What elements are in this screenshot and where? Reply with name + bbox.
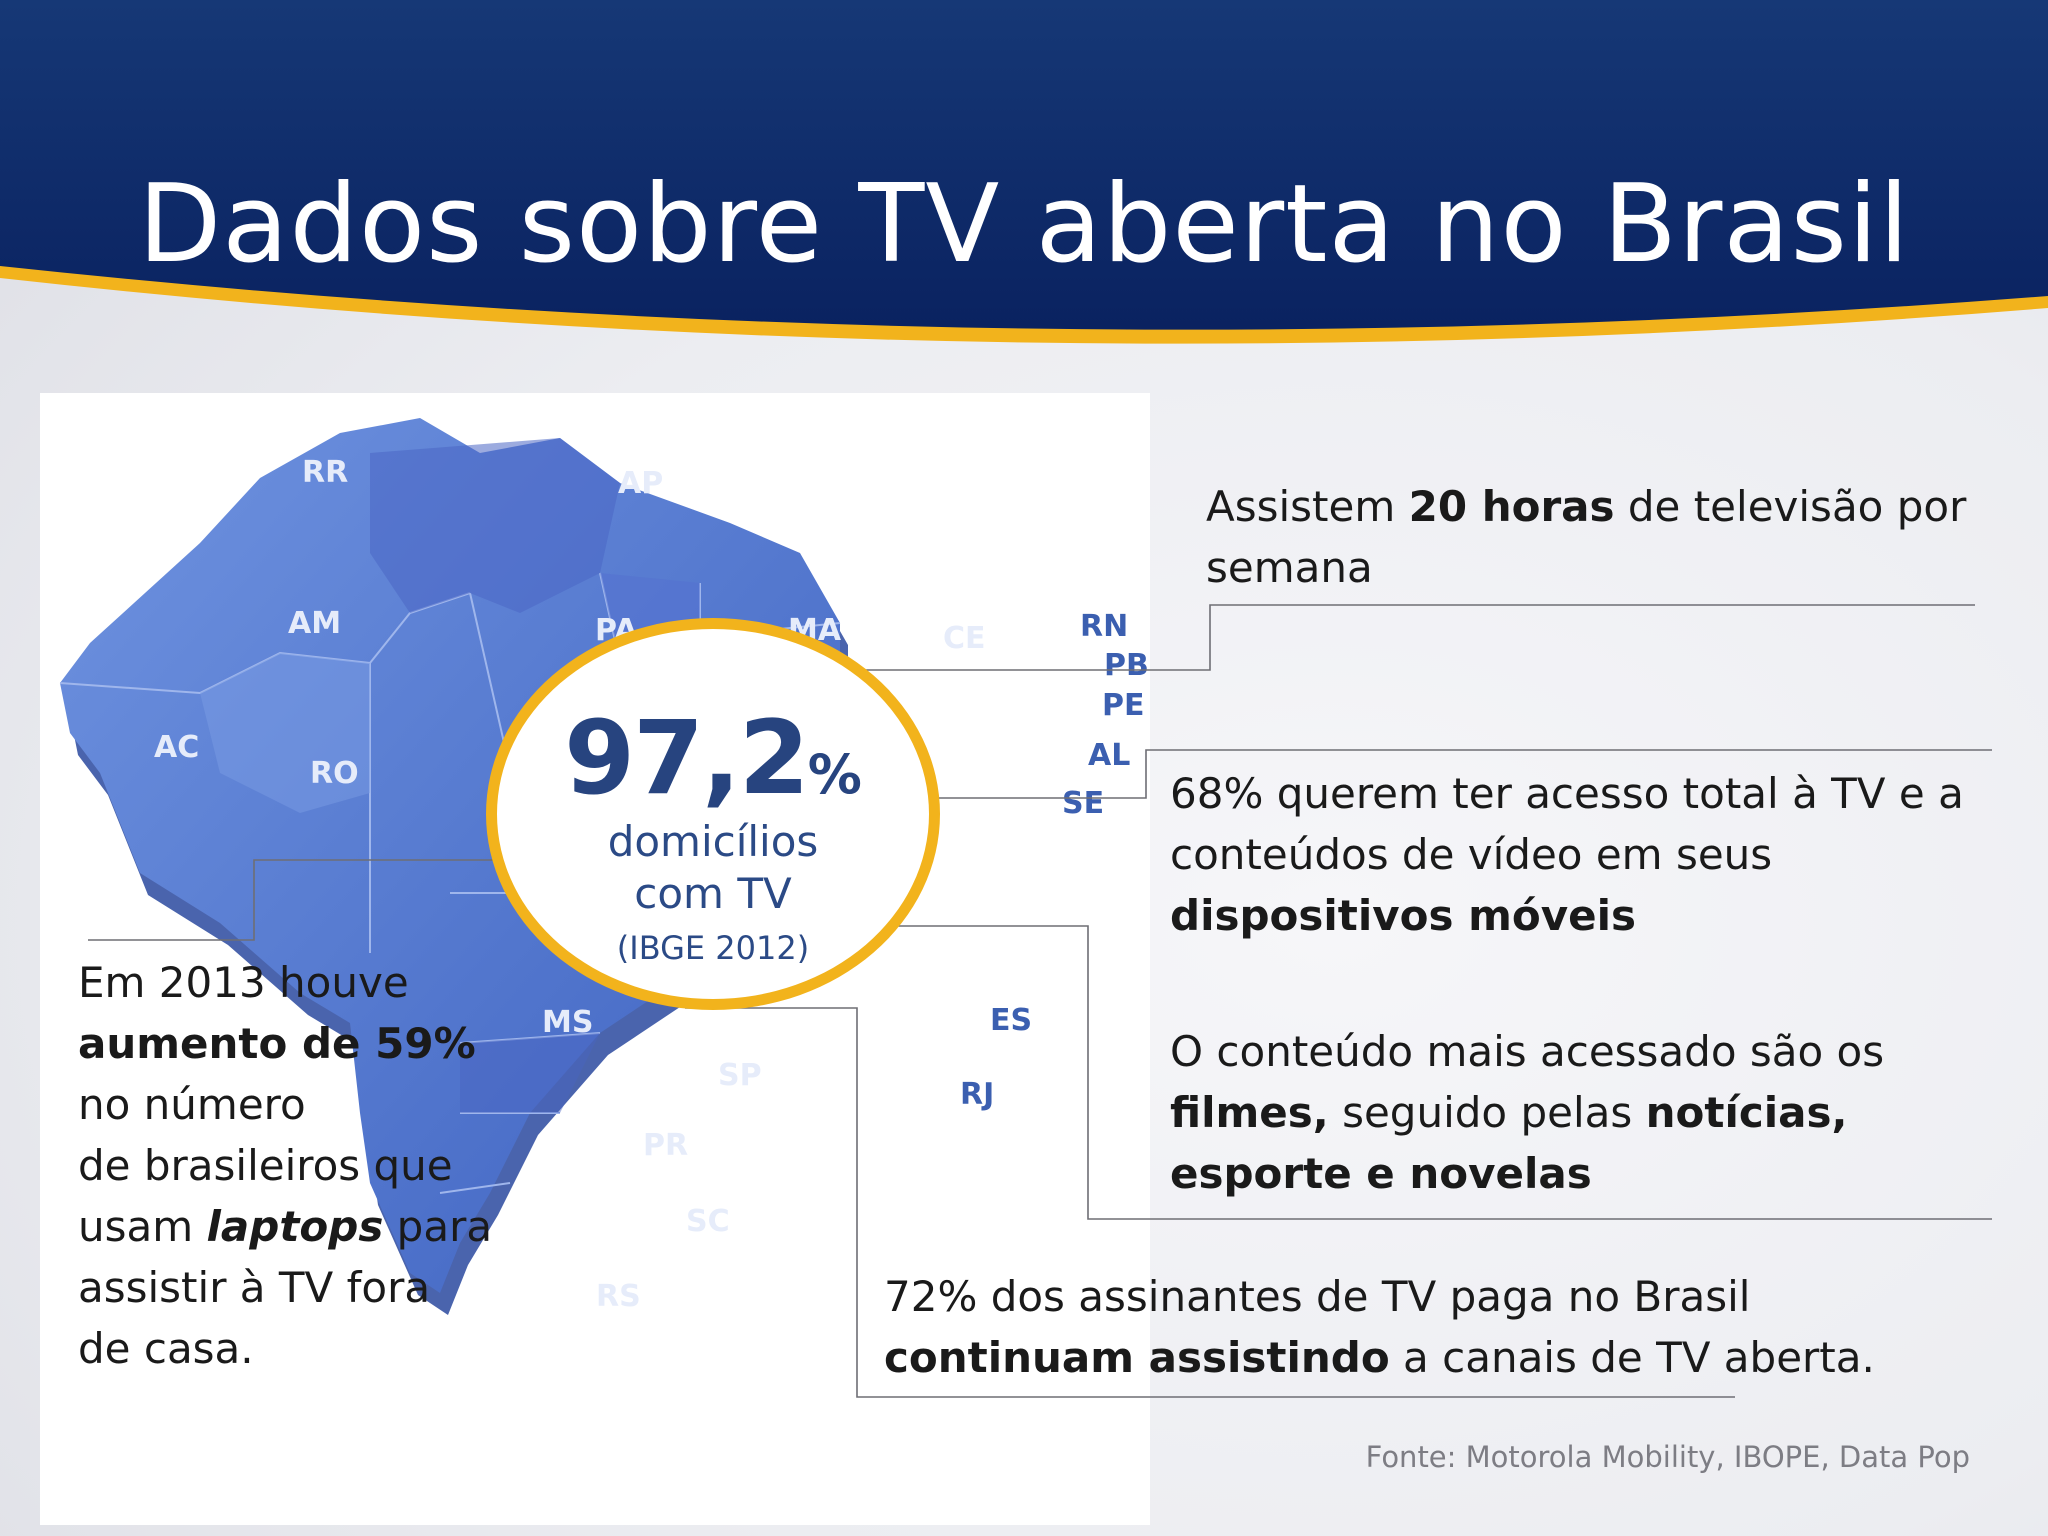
footer-source: Fonte: Motorola Mobility, IBOPE, Data Po… (1365, 1440, 1970, 1474)
stat-laptops-line1: Em 2013 houve (78, 958, 409, 1007)
stat-hours-pre: Assistem (1206, 482, 1409, 531)
state-label-pe: PE (1102, 688, 1144, 723)
state-label-rs: RS (596, 1279, 641, 1314)
stat-laptops-line6: assistir à TV fora (78, 1263, 431, 1312)
stat-mobile: 68% querem ter acesso total à TV e a con… (1170, 763, 2030, 946)
region-pa (370, 438, 620, 613)
badge-number: 97,2% (497, 704, 929, 830)
state-label-ms: MS (542, 1005, 593, 1040)
state-label-ac: AC (154, 730, 199, 765)
state-label-ap: AP (618, 466, 663, 501)
region-pr (460, 1033, 600, 1113)
badge-value: 97,2 (564, 699, 810, 818)
stat-hours-bold: 20 horas (1408, 482, 1615, 531)
state-label-pr: PR (643, 1128, 688, 1163)
badge-source: (IBGE 2012) (616, 929, 810, 967)
tv-households-badge: 97,2% domicílios com TV (IBGE 2012) (486, 618, 940, 1010)
badge-percent-sign: % (807, 743, 862, 806)
stat-hours: Assistem 20 horas de televisão por seman… (1206, 476, 2026, 598)
stat-paid-pre: 72% dos assinantes de TV paga no Brasil (884, 1272, 1751, 1321)
stat-content-pre: O conteúdo mais acessado são os (1170, 1027, 1885, 1076)
stat-content-bold2: notícias, esporte e novelas (1170, 1088, 1848, 1198)
stat-laptops: Em 2013 houve aumento de 59% no número d… (78, 952, 538, 1379)
stat-laptops-line4: de brasileiros que (78, 1141, 453, 1190)
stat-laptops-line5-pre: usam (78, 1202, 207, 1251)
badge-line-2: com TV (634, 869, 792, 918)
slide-title: Dados sobre TV aberta no Brasil (138, 162, 1910, 287)
region-ro (200, 653, 370, 813)
state-label-ro: RO (310, 756, 359, 791)
stat-paid-bold: continuam assistindo (884, 1333, 1390, 1382)
state-label-rn: RN (1080, 609, 1128, 644)
stat-laptops-bold: aumento de 59% (78, 1019, 476, 1068)
state-label-rj: RJ (960, 1077, 994, 1112)
stat-content-bold1: filmes, (1170, 1088, 1329, 1137)
stat-laptops-laptops-word: laptops (206, 1202, 384, 1251)
stat-content: O conteúdo mais acessado são os filmes, … (1170, 1021, 1990, 1204)
stat-content-mid: seguido pelas (1328, 1088, 1646, 1137)
state-label-rr: RR (302, 455, 348, 490)
stat-paid-post: a canais de TV aberta. (1389, 1333, 1875, 1382)
stat-laptops-line7: de casa. (78, 1324, 254, 1373)
state-label-am: AM (288, 606, 341, 641)
state-label-pb: PB (1104, 648, 1149, 683)
stat-paid-tv: 72% dos assinantes de TV paga no Brasil … (884, 1266, 1984, 1388)
stat-mobile-bold: dispositivos móveis (1170, 891, 1636, 940)
state-label-sc: SC (686, 1204, 730, 1239)
state-label-sp: SP (718, 1058, 762, 1093)
state-label-se: SE (1062, 786, 1104, 821)
header-banner (0, 0, 2048, 344)
badge-line-1: domicílios (607, 817, 819, 866)
stat-mobile-pre: 68% querem ter acesso total à TV e a con… (1170, 769, 1964, 879)
state-label-es: ES (990, 1003, 1032, 1038)
state-label-ce: CE (943, 621, 986, 656)
stat-laptops-line5-post: para (383, 1202, 493, 1251)
stat-hours-post: de televisão por semana (1206, 482, 1967, 592)
header-background (0, 0, 2048, 330)
stat-laptops-line3: no número (78, 1080, 306, 1129)
state-label-al: AL (1088, 738, 1130, 773)
